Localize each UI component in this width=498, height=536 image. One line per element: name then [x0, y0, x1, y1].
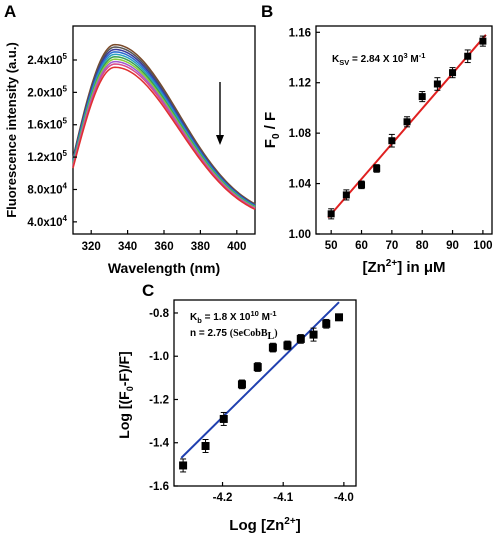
panel-c-data-point: [309, 330, 318, 339]
panel-b-x-axis-title: [Zn2+] in μM: [362, 258, 445, 276]
panel-c-data-point: [237, 380, 246, 389]
panel-c-data-point: [219, 414, 228, 423]
panel-a-y-tick-label: 8.0x104: [27, 181, 67, 196]
panel-b-data-point: [433, 80, 441, 88]
panel-b-data-point: [327, 210, 335, 218]
panel-b-y-axis-title: F0 / F: [262, 112, 282, 148]
panel-b-data-point: [418, 93, 426, 101]
panel-b-chart: 1.00 1.04 1.08 1.12 1.16 50 60 70 80 90 100 KSV =…: [262, 25, 493, 276]
panel-a-frame: [72, 25, 256, 235]
panel-b-x-tick-label: 50: [325, 240, 338, 252]
panel-b-data-point: [388, 137, 396, 145]
panel-b-y-ticks: 1.00 1.04 1.08 1.12 1.16: [289, 27, 320, 241]
panel-b-y-tick-label: 1.04: [289, 179, 312, 191]
panel-c-data-point: [253, 363, 262, 372]
panel-b-data-point: [342, 191, 350, 199]
panel-b-data-point: [464, 52, 472, 60]
panel-c-y-tick-label: -0.8: [149, 308, 169, 320]
panel-c-frame: [173, 299, 357, 487]
panel-b-y-tick-label: 1.00: [289, 229, 311, 241]
panel-b-frame: [315, 25, 493, 235]
panel-a-arrow: [216, 82, 224, 145]
panel-c-x-axis-title: Log [Zn2+]: [229, 516, 300, 534]
panel-c-y-tick-label: -1.6: [149, 481, 169, 493]
panel-c-points: [179, 313, 344, 473]
panel-a-x-tick-label: 360: [154, 241, 173, 253]
panel-label-a: A: [4, 2, 16, 21]
panel-a-x-axis-title: Wavelength (nm): [108, 260, 220, 276]
panel-a-x-tick-label: 340: [118, 241, 137, 253]
panel-a-spectra: [72, 43, 256, 211]
panel-b-data-point: [403, 118, 411, 126]
panel-a-y-tick-label: 4.0x104: [27, 214, 67, 229]
panel-b-data-point: [479, 37, 487, 45]
panel-c-y-tick-label: -1.2: [149, 394, 169, 406]
panel-b-x-ticks: 50 60 70 80 90 100: [325, 230, 492, 252]
panel-c-chart: -1.6 -1.4 -1.2 -1.0 -0.8 -4.2 -4.1 -4.0 Kb = 1…: [116, 299, 357, 534]
panel-b-x-tick-label: 80: [416, 240, 429, 252]
panel-b-points: [327, 35, 487, 220]
panel-c-x-tick-label: -4.1: [273, 492, 293, 504]
panel-b-x-tick-label: 90: [446, 240, 459, 252]
panel-a-y-tick-label: 2.4x105: [27, 52, 67, 67]
panel-c-kb-annotation: Kb = 1.8 X 1010 M-1: [190, 309, 277, 325]
panel-a-chart: 4.0x104 8.0x104 1.2x105 1.6x105 2.0x105 2.4x1…: [4, 25, 256, 276]
panel-b-data-point: [373, 164, 381, 172]
panel-c-data-point: [335, 313, 344, 322]
panel-b-ksv-annotation: KSV = 2.84 X 103 M-1: [332, 51, 425, 67]
panel-a-x-tick-label: 320: [82, 241, 101, 253]
panel-b-x-tick-label: 100: [473, 240, 492, 252]
panel-c-y-tick-label: -1.0: [149, 351, 169, 363]
panel-c-fit-line: [180, 301, 340, 459]
panel-b-data-point: [358, 181, 366, 189]
panel-c-data-point: [179, 461, 188, 470]
panel-c-data-point: [268, 343, 277, 352]
panel-c-y-ticks: -1.6 -1.4 -1.2 -1.0 -0.8: [149, 308, 178, 493]
panel-a-x-tick-label: 400: [227, 241, 246, 253]
panel-c-x-tick-label: -4.2: [213, 492, 233, 504]
panel-label-b: B: [261, 2, 273, 21]
panel-a-x-tick-label: 380: [191, 241, 210, 253]
panel-a-y-axis-title: Fluorescence intensity (a.u.): [4, 42, 19, 218]
panel-a-spectrum-line: [72, 63, 256, 210]
panel-a-x-ticks: 320 340 360 380 400: [82, 230, 246, 253]
panel-c-x-tick-label: -4.0: [334, 492, 354, 504]
panel-b-x-tick-label: 70: [385, 240, 398, 252]
panel-a-y-tick-label: 1.6x105: [27, 117, 67, 132]
panel-b-y-tick-label: 1.08: [289, 128, 312, 140]
panel-b-y-tick-label: 1.16: [289, 27, 311, 39]
panel-c-data-point: [201, 441, 210, 450]
panel-c-data-point: [296, 334, 305, 343]
panel-a-y-ticks: 4.0x104 8.0x104 1.2x105 1.6x105 2.0x105 2.4x1…: [27, 52, 77, 229]
panel-label-c: C: [142, 281, 154, 300]
panel-b-x-tick-label: 60: [355, 240, 368, 252]
panel-a-spectrum-line: [72, 66, 256, 211]
panel-c-n-annotation: n = 2.75 (SeCobBL): [190, 328, 278, 342]
panel-c-data-point: [283, 341, 292, 350]
panel-c-data-point: [322, 319, 331, 328]
panel-b-y-tick-label: 1.12: [289, 78, 311, 90]
panel-b-data-point: [449, 69, 457, 77]
panel-c-y-axis-title: Log [(F0-F)/F]: [116, 351, 135, 438]
panel-c-x-ticks: -4.2 -4.1 -4.0: [213, 482, 354, 504]
panel-a-y-tick-label: 1.2x105: [27, 149, 67, 164]
panel-a-y-tick-label: 2.0x105: [27, 84, 67, 99]
panel-c-y-tick-label: -1.4: [149, 438, 169, 450]
panel-c-regression-line: [180, 301, 340, 459]
